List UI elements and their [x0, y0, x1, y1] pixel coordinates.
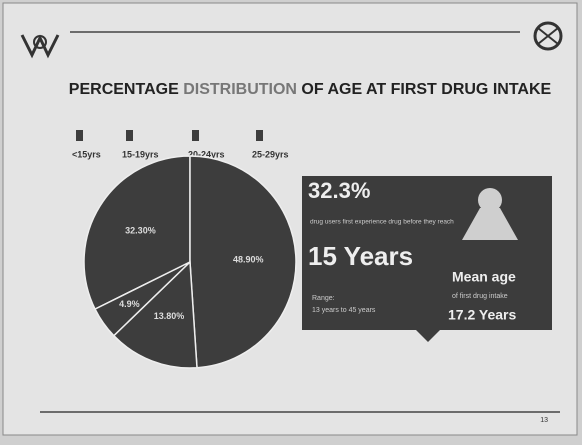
data-label: 13.80% — [154, 311, 185, 321]
headline-value: 32.3% — [308, 178, 370, 203]
range-text: 13 years to 45 years — [312, 307, 376, 314]
data-label: 4.9% — [119, 299, 140, 309]
legend-label: 15-19yrs — [122, 149, 159, 159]
mean-text: of first drug intake — [452, 293, 508, 300]
legend-swatch — [192, 130, 199, 141]
page: PERCENTAGE DISTRIBUTION OF AGE AT FIRST … — [0, 0, 582, 440]
title-part: OF AGE AT FIRST DRUG INTAKE — [297, 81, 552, 98]
infographic: 32.3% drug users first experience drug b… — [302, 176, 552, 342]
legend-label: <15yrs — [72, 149, 101, 159]
slide: PERCENTAGE DISTRIBUTION OF AGE AT FIRST … — [0, 0, 582, 440]
title-part: DISTRIBUTION — [183, 81, 297, 98]
range-label: Range: — [312, 295, 335, 302]
headline-text: drug users first experience drug before … — [310, 219, 454, 226]
age-value: 15 Years — [308, 241, 413, 271]
legend-swatch — [76, 130, 83, 141]
mean-label: Mean age — [452, 269, 516, 285]
chart-title: PERCENTAGE DISTRIBUTION OF AGE AT FIRST … — [69, 81, 552, 98]
legend-label: 25-29yrs — [252, 149, 289, 159]
slide-number: 13 — [540, 417, 548, 424]
mean-value: 17.2 Years — [448, 307, 516, 323]
data-label: 48.90% — [233, 254, 264, 264]
legend-swatch — [256, 130, 263, 141]
title-part: PERCENTAGE — [69, 81, 183, 98]
legend-swatch — [126, 130, 133, 141]
data-label: 32.30% — [125, 226, 156, 236]
